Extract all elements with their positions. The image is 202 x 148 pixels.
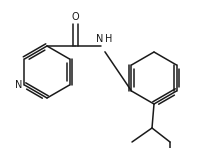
Text: N: N (96, 34, 104, 44)
Text: N: N (15, 80, 22, 90)
Text: H: H (105, 34, 113, 44)
Text: O: O (71, 12, 79, 22)
